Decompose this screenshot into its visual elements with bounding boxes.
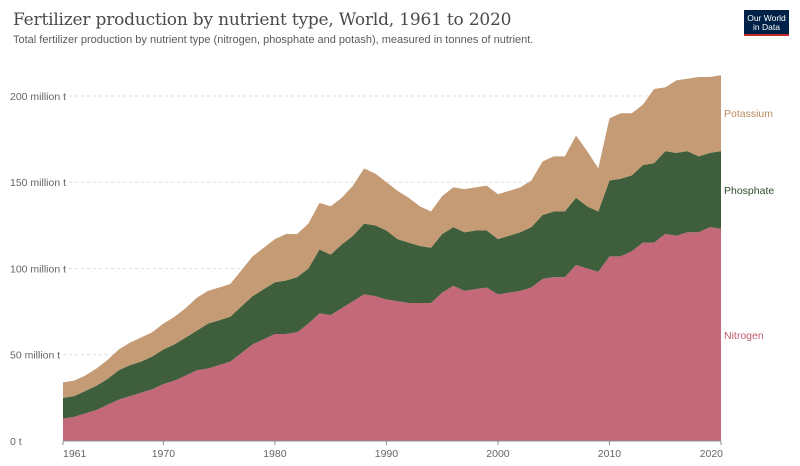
series-labels: Nitrogen Phosphate Potassium — [724, 108, 774, 342]
y-axis: 0 t 50 million t 100 million t 150 million … — [10, 91, 66, 448]
x-tick-label: 1961 — [63, 448, 87, 460]
area-nitrogen[interactable] — [63, 227, 721, 441]
y-tick-label: 100 million t — [10, 263, 66, 275]
x-tick-label: 2010 — [598, 448, 622, 460]
logo-line-2: in Data — [753, 22, 780, 32]
x-tick-label: 2000 — [486, 448, 510, 460]
area-series[interactable] — [63, 75, 721, 441]
series-label-nitrogen: Nitrogen — [724, 330, 764, 342]
owid-logo[interactable]: Our World in Data — [744, 10, 789, 36]
x-tick-label: 1970 — [152, 448, 176, 460]
x-axis: 1961 1970 1980 1990 2000 2010 2020 — [62, 440, 724, 460]
x-tick-label: 1980 — [263, 448, 287, 460]
series-label-phosphate: Phosphate — [724, 185, 774, 197]
y-tick-label: 150 million t — [10, 177, 66, 189]
area-potassium[interactable] — [63, 75, 721, 398]
x-tick-label: 1990 — [375, 448, 399, 460]
x-tick-label: 2020 — [700, 448, 724, 460]
y-tick-label: 50 million t — [10, 350, 60, 362]
chart-title: Fertilizer production by nutrient type, … — [13, 10, 512, 30]
area-phosphate[interactable] — [63, 151, 721, 419]
logo-line-1: Our World — [747, 13, 786, 23]
y-tick-label: 200 million t — [10, 91, 66, 103]
series-label-potassium: Potassium — [724, 108, 773, 120]
y-tick-label: 0 t — [10, 436, 22, 448]
chart-subtitle: Total fertilizer production by nutrient … — [13, 34, 534, 46]
